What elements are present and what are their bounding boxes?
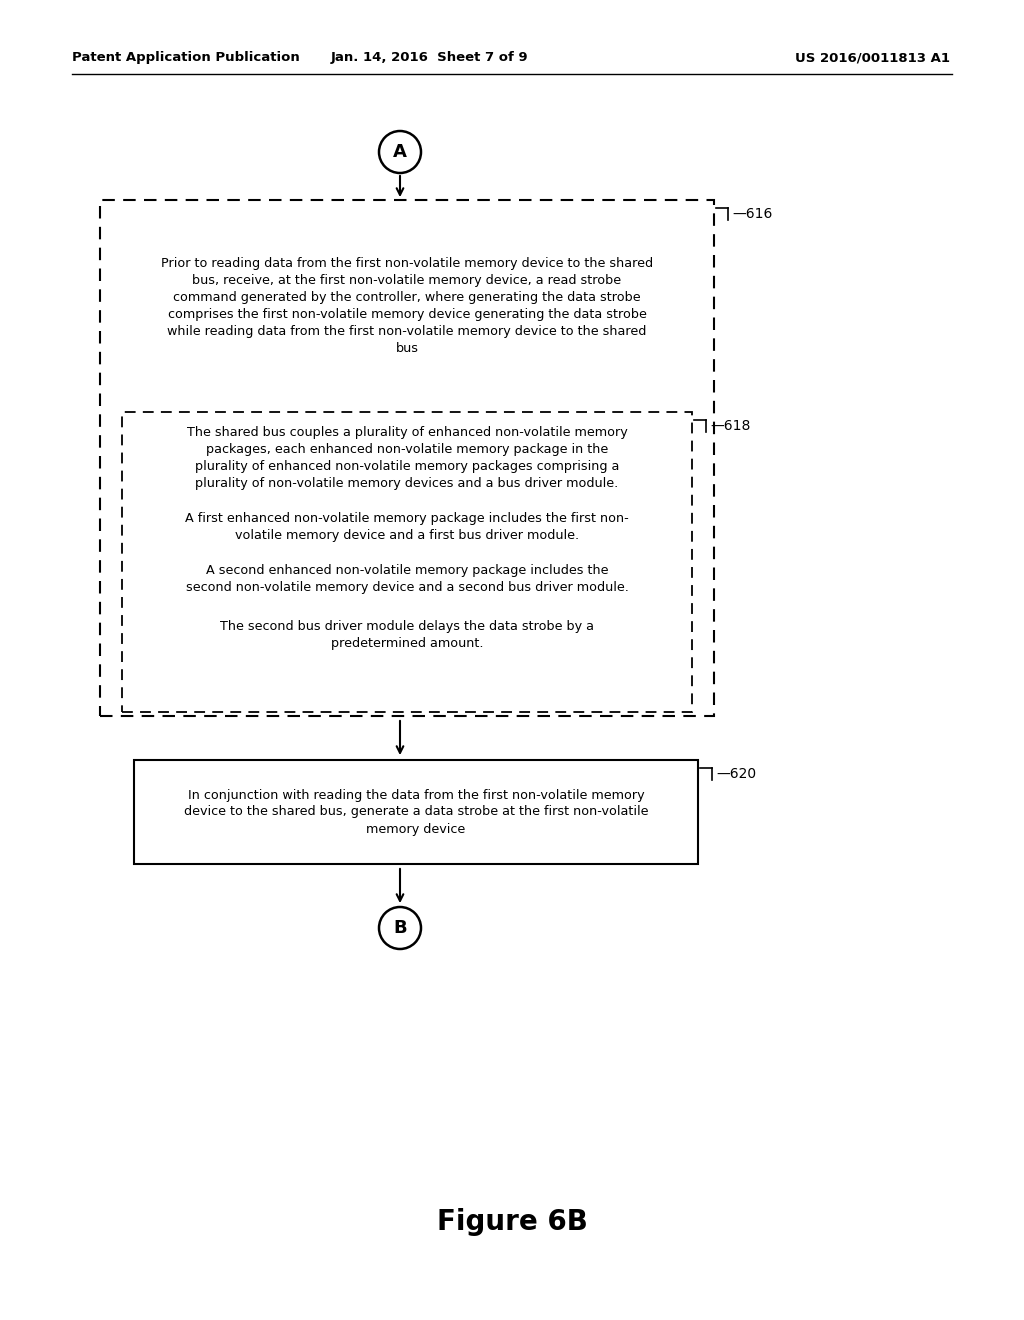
Bar [134,760,698,865]
Text: Prior to reading data from the first non-volatile memory device to the shared
bu: Prior to reading data from the first non… [161,257,653,355]
Text: A second enhanced non-volatile memory package includes the
second non-volatile m: A second enhanced non-volatile memory pa… [185,564,629,594]
Bar [100,201,714,715]
Text: Jan. 14, 2016  Sheet 7 of 9: Jan. 14, 2016 Sheet 7 of 9 [331,51,528,65]
Text: Figure 6B: Figure 6B [436,1208,588,1236]
Text: —620: —620 [716,767,756,781]
Text: In conjunction with reading the data from the first non-volatile memory
device t: In conjunction with reading the data fro… [183,788,648,836]
Text: —616: —616 [732,207,772,220]
Bar [122,412,692,711]
Text: The shared bus couples a plurality of enhanced non-volatile memory
packages, eac: The shared bus couples a plurality of en… [186,426,628,490]
Text: Patent Application Publication: Patent Application Publication [72,51,300,65]
Text: —618: —618 [710,418,751,433]
Text: A first enhanced non-volatile memory package includes the first non-
volatile me: A first enhanced non-volatile memory pac… [185,512,629,543]
Text: A: A [393,143,407,161]
Text: B: B [393,919,407,937]
Text: US 2016/0011813 A1: US 2016/0011813 A1 [795,51,950,65]
Text: The second bus driver module delays the data strobe by a
predetermined amount.: The second bus driver module delays the … [220,620,594,649]
